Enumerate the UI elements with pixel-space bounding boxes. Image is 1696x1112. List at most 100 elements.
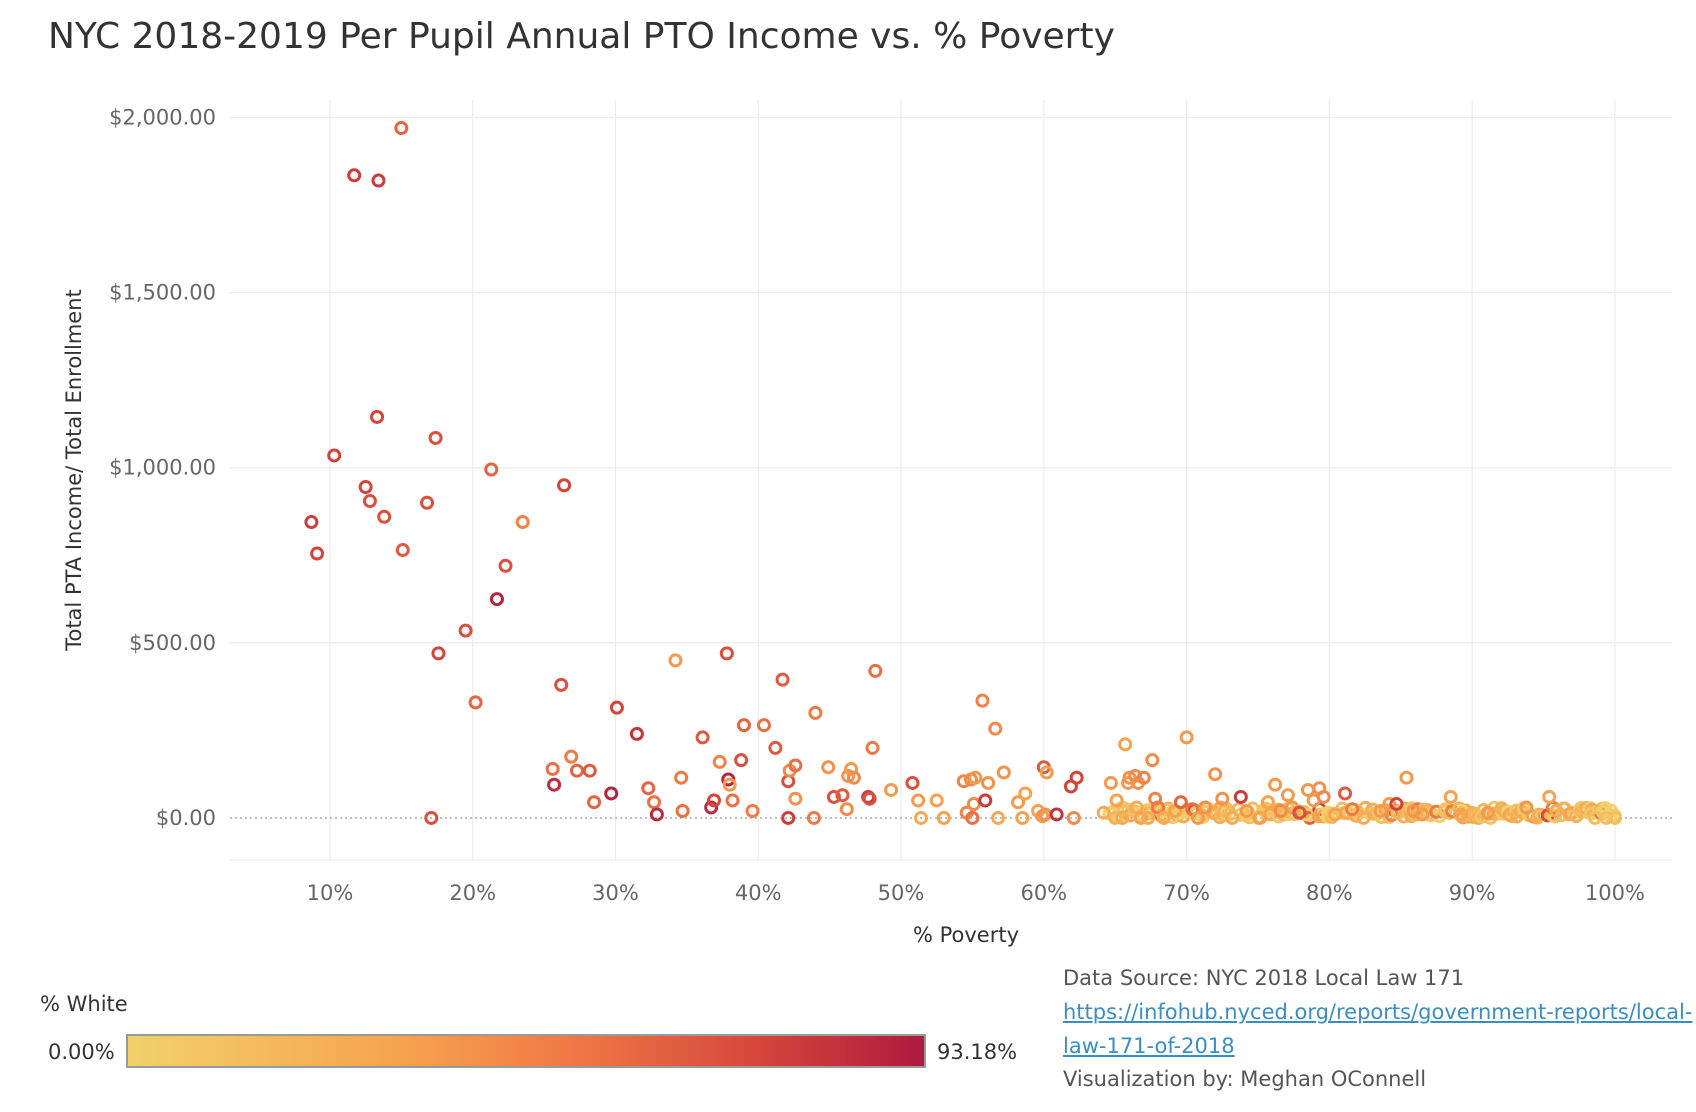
grid-lines xyxy=(230,100,1672,861)
data-source-link-continued[interactable]: law-171-of-2018 xyxy=(1063,1034,1235,1058)
data-point xyxy=(725,793,740,808)
y-tick-label: $500.00 xyxy=(129,631,216,655)
chart-title: NYC 2018-2019 Per Pupil Annual PTO Incom… xyxy=(48,16,1115,57)
y-tick-label: $0.00 xyxy=(156,806,216,830)
data-point xyxy=(1260,795,1275,810)
data-point xyxy=(826,789,841,804)
data-point xyxy=(736,718,751,733)
data-point xyxy=(975,693,990,708)
data-point xyxy=(734,753,749,768)
data-point xyxy=(1607,810,1622,825)
data-point xyxy=(775,672,790,687)
legend-min-label: 0.00% xyxy=(48,1040,115,1064)
x-tick-label: 50% xyxy=(878,881,925,905)
data-point xyxy=(582,763,597,778)
data-point xyxy=(1179,730,1194,745)
data-point xyxy=(712,754,727,769)
data-point xyxy=(1156,810,1171,825)
y-tick-label: $1,500.00 xyxy=(109,281,216,305)
data-point-cluster xyxy=(1494,801,1509,816)
data-point xyxy=(1443,789,1458,804)
data-point xyxy=(515,515,530,530)
legend-title: % White xyxy=(40,992,128,1016)
data-point xyxy=(394,121,409,136)
data-point xyxy=(458,623,473,638)
data-point xyxy=(965,810,980,825)
data-point xyxy=(649,807,664,822)
scatter-plot: 10% 20% 30% 40% 50% 60% 70% 80% 90% 100% $0.00 $50… xyxy=(62,100,1672,947)
data-point xyxy=(706,793,721,808)
data-point xyxy=(1356,810,1371,825)
data-point xyxy=(914,810,929,825)
data-point xyxy=(1519,800,1534,815)
y-axis-title: Total PTA Income/ Total Enrollment xyxy=(62,289,86,652)
y-tick-label: $1,000.00 xyxy=(109,456,216,480)
data-point xyxy=(1233,789,1248,804)
x-tick-label: 80% xyxy=(1306,881,1353,905)
data-point xyxy=(978,793,993,808)
data-point xyxy=(988,721,1003,736)
data-point xyxy=(675,803,690,818)
data-point xyxy=(1133,810,1148,825)
data-point xyxy=(310,546,325,561)
data-point xyxy=(929,793,944,808)
data-point xyxy=(1145,753,1160,768)
y-axis: $0.00 $500.00 $1,000.00 $1,500.00 $2,000.00 xyxy=(109,106,216,830)
data-point xyxy=(695,730,710,745)
data-point xyxy=(362,494,377,509)
data-point xyxy=(821,760,836,775)
data-point xyxy=(1049,807,1064,822)
data-point xyxy=(1198,800,1213,815)
data-point xyxy=(1190,810,1205,825)
x-tick-label: 60% xyxy=(1020,881,1067,905)
legend-color-ramp xyxy=(126,1034,926,1068)
data-point xyxy=(431,646,446,661)
data-point xyxy=(788,791,803,806)
data-point xyxy=(1338,786,1353,801)
data-point xyxy=(1141,810,1156,825)
data-point xyxy=(835,788,850,803)
data-point xyxy=(719,646,734,661)
data-point xyxy=(1096,805,1111,820)
data-point xyxy=(808,705,823,720)
data-point xyxy=(1173,795,1188,810)
data-point xyxy=(674,770,689,785)
data-point xyxy=(1316,789,1331,804)
data-point xyxy=(1542,789,1557,804)
data-point xyxy=(1215,791,1230,806)
data-point xyxy=(424,810,439,825)
legend-max-label: 93.18% xyxy=(937,1040,1018,1064)
x-tick-label: 70% xyxy=(1163,881,1210,905)
data-point xyxy=(1389,796,1404,811)
data-point xyxy=(1373,803,1388,818)
data-point xyxy=(484,462,499,477)
data-point xyxy=(554,677,569,692)
data-point xyxy=(545,761,560,776)
data-point xyxy=(1549,803,1564,818)
data-point xyxy=(587,795,602,810)
data-point xyxy=(395,543,410,558)
data-point xyxy=(968,770,983,785)
data-point-cluster xyxy=(1532,807,1547,822)
data-point xyxy=(1280,788,1295,803)
data-point xyxy=(327,448,342,463)
data-point xyxy=(609,700,624,715)
x-axis-title: % Poverty xyxy=(913,923,1019,947)
data-point xyxy=(1108,810,1123,825)
data-point xyxy=(547,777,562,792)
y-tick-label: $2,000.00 xyxy=(109,106,216,130)
data-point xyxy=(756,718,771,733)
data-point xyxy=(1128,768,1143,783)
data-point xyxy=(358,480,373,495)
data-point xyxy=(1415,807,1430,822)
x-tick-label: 30% xyxy=(592,881,639,905)
visualization-credit: Visualization by: Meghan OConnell xyxy=(1063,1067,1427,1091)
data-point xyxy=(722,777,737,792)
data-point xyxy=(865,740,880,755)
data-point xyxy=(981,775,996,790)
data-point xyxy=(370,409,385,424)
data-source-link[interactable]: https://infohub.nyced.org/reports/govern… xyxy=(1063,1000,1693,1024)
data-point xyxy=(489,592,504,607)
data-point xyxy=(1015,810,1030,825)
x-tick-label: 10% xyxy=(307,881,354,905)
